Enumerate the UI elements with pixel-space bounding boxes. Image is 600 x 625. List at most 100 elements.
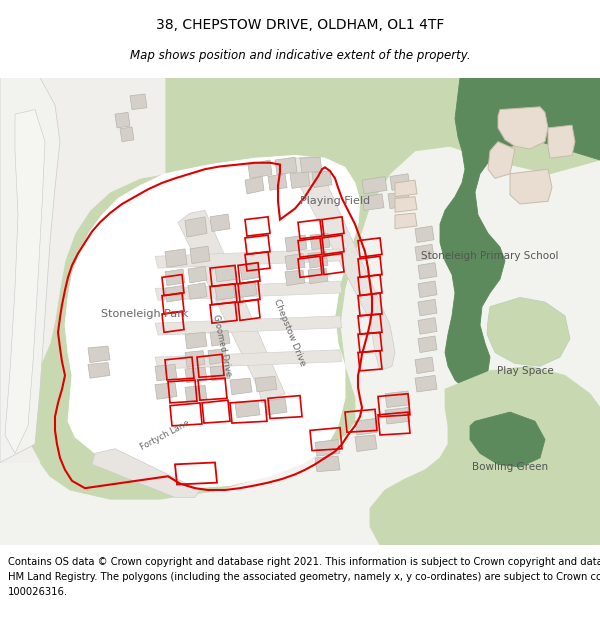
Text: Play Space: Play Space: [497, 366, 553, 376]
Polygon shape: [185, 367, 207, 382]
Polygon shape: [385, 391, 410, 408]
Polygon shape: [415, 226, 434, 242]
Polygon shape: [418, 262, 437, 279]
Polygon shape: [185, 332, 207, 349]
Polygon shape: [362, 194, 384, 211]
Text: Bowling Green: Bowling Green: [472, 462, 548, 472]
Polygon shape: [395, 197, 417, 212]
Polygon shape: [418, 281, 437, 298]
Polygon shape: [415, 244, 434, 261]
Text: Contains OS data © Crown copyright and database right 2021. This information is : Contains OS data © Crown copyright and d…: [8, 557, 600, 567]
Polygon shape: [308, 268, 328, 284]
Polygon shape: [155, 382, 177, 399]
Polygon shape: [185, 351, 205, 367]
Polygon shape: [418, 318, 437, 334]
Polygon shape: [355, 435, 377, 451]
Polygon shape: [418, 336, 437, 352]
Polygon shape: [5, 109, 45, 453]
Text: HM Land Registry. The polygons (including the associated geometry, namely x, y c: HM Land Registry. The polygons (includin…: [8, 572, 600, 582]
Polygon shape: [88, 362, 110, 378]
Polygon shape: [310, 233, 330, 250]
Text: Playing Field: Playing Field: [300, 196, 370, 206]
Polygon shape: [308, 252, 328, 268]
Polygon shape: [540, 78, 600, 128]
Polygon shape: [155, 249, 342, 268]
Polygon shape: [92, 449, 200, 498]
Polygon shape: [285, 270, 305, 286]
Polygon shape: [440, 78, 600, 389]
Polygon shape: [275, 158, 297, 174]
Polygon shape: [165, 269, 185, 286]
Text: Stoneleigh Park: Stoneleigh Park: [101, 309, 188, 319]
Polygon shape: [395, 213, 417, 229]
Polygon shape: [285, 235, 307, 252]
Polygon shape: [285, 254, 305, 270]
Polygon shape: [165, 249, 187, 268]
Polygon shape: [0, 78, 60, 462]
Polygon shape: [487, 298, 570, 366]
Text: Gloomed Drive: Gloomed Drive: [211, 313, 233, 377]
Polygon shape: [208, 349, 227, 364]
Text: Stoneleigh Primary School: Stoneleigh Primary School: [421, 251, 559, 261]
Polygon shape: [255, 376, 277, 392]
Polygon shape: [155, 316, 342, 335]
Polygon shape: [488, 142, 515, 178]
Polygon shape: [355, 419, 377, 435]
Polygon shape: [290, 172, 310, 188]
Polygon shape: [230, 378, 252, 394]
Polygon shape: [265, 398, 287, 415]
Polygon shape: [210, 331, 230, 346]
Polygon shape: [130, 94, 147, 109]
Polygon shape: [0, 78, 165, 462]
Polygon shape: [155, 350, 342, 369]
Polygon shape: [312, 171, 332, 187]
Polygon shape: [295, 156, 395, 371]
Polygon shape: [315, 456, 340, 472]
Polygon shape: [215, 284, 235, 300]
Polygon shape: [245, 176, 264, 194]
Polygon shape: [415, 376, 437, 392]
Text: 100026316.: 100026316.: [8, 587, 68, 597]
Polygon shape: [498, 107, 548, 149]
Polygon shape: [0, 78, 600, 545]
Polygon shape: [120, 127, 134, 142]
Polygon shape: [210, 214, 230, 231]
Polygon shape: [65, 156, 360, 488]
Polygon shape: [188, 283, 207, 299]
Polygon shape: [185, 217, 207, 237]
Polygon shape: [418, 299, 437, 316]
Polygon shape: [548, 125, 575, 158]
Polygon shape: [268, 174, 287, 190]
Polygon shape: [385, 408, 410, 424]
Polygon shape: [362, 176, 387, 194]
Text: Map shows position and indicative extent of the property.: Map shows position and indicative extent…: [130, 49, 470, 62]
Polygon shape: [415, 357, 434, 374]
Polygon shape: [155, 364, 177, 381]
Polygon shape: [235, 401, 260, 418]
Text: Fortych Lane: Fortych Lane: [139, 418, 191, 452]
Polygon shape: [510, 169, 552, 204]
Polygon shape: [215, 266, 237, 282]
Polygon shape: [165, 286, 184, 302]
Polygon shape: [25, 78, 600, 499]
Polygon shape: [390, 174, 410, 190]
Polygon shape: [190, 246, 210, 264]
Text: Chepstow Drive: Chepstow Drive: [272, 298, 308, 368]
Polygon shape: [300, 158, 322, 173]
Polygon shape: [88, 346, 110, 362]
Polygon shape: [115, 112, 130, 128]
Polygon shape: [155, 281, 342, 300]
Polygon shape: [395, 180, 417, 197]
Polygon shape: [470, 412, 545, 467]
Polygon shape: [238, 281, 257, 298]
Polygon shape: [240, 264, 260, 280]
Polygon shape: [315, 439, 340, 456]
Polygon shape: [388, 192, 410, 209]
Polygon shape: [185, 386, 207, 402]
Polygon shape: [188, 266, 207, 283]
Polygon shape: [248, 160, 272, 178]
Polygon shape: [178, 211, 285, 403]
Polygon shape: [370, 366, 600, 545]
Polygon shape: [210, 366, 230, 381]
Text: 38, CHEPSTOW DRIVE, OLDHAM, OL1 4TF: 38, CHEPSTOW DRIVE, OLDHAM, OL1 4TF: [156, 18, 444, 32]
